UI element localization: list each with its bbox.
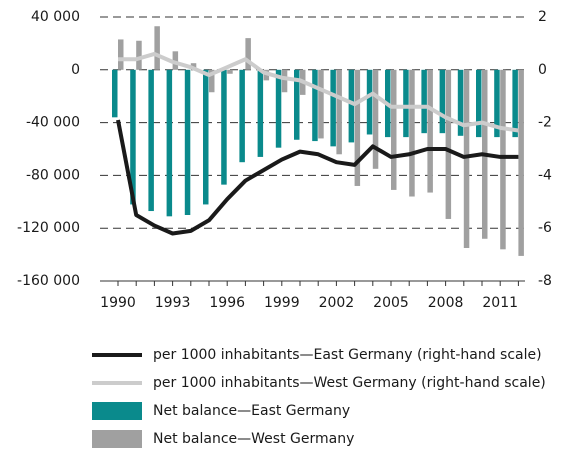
x-tick-label: 1996 xyxy=(209,295,245,311)
bar xyxy=(354,69,361,186)
bar xyxy=(445,69,452,219)
bar xyxy=(439,69,446,134)
x-tick-label: 2011 xyxy=(482,295,518,311)
legend-swatch xyxy=(92,402,142,420)
bar xyxy=(239,69,245,163)
y-tick-label: -40 000 xyxy=(26,115,80,131)
bar xyxy=(136,40,142,70)
x-tick-label: 2008 xyxy=(428,295,464,311)
bar xyxy=(512,69,518,138)
bar xyxy=(221,69,227,185)
y2-tick-label: 2 xyxy=(538,9,547,25)
y2-tick-label: -2 xyxy=(538,115,552,131)
x-tick-label: 2005 xyxy=(373,295,409,311)
bar xyxy=(330,69,336,147)
bar xyxy=(130,69,136,205)
bar xyxy=(294,69,300,140)
bar xyxy=(184,69,191,215)
bar xyxy=(209,69,215,93)
bar xyxy=(275,69,282,148)
bar xyxy=(172,51,179,70)
bar xyxy=(372,69,379,169)
y-tick-label: -80 000 xyxy=(26,167,80,183)
bar xyxy=(457,69,464,136)
bar xyxy=(421,69,427,134)
bar xyxy=(227,69,233,74)
y-tick-label: 0 xyxy=(71,62,80,78)
x-tick-label: 1993 xyxy=(155,295,191,311)
bar xyxy=(281,69,288,93)
bar xyxy=(348,69,355,143)
line xyxy=(116,119,519,236)
y2-tick-label: 0 xyxy=(538,62,547,78)
bar xyxy=(366,69,373,135)
bar xyxy=(318,69,324,139)
y-tick-label: -160 000 xyxy=(17,273,80,289)
y2-tick-label: -6 xyxy=(538,220,552,236)
legend-label: per 1000 inhabitants—West Germany (right… xyxy=(153,375,546,391)
legend-label: Net balance—West Germany xyxy=(153,431,354,447)
bar xyxy=(118,39,124,70)
bar xyxy=(476,69,482,138)
bar xyxy=(336,69,342,155)
bar xyxy=(494,69,500,138)
bar xyxy=(403,69,409,138)
y2-tick-label: -4 xyxy=(538,167,552,183)
bar xyxy=(312,69,318,142)
y-tick-label: 40 000 xyxy=(31,9,80,25)
bar xyxy=(391,69,397,190)
bar xyxy=(409,69,415,197)
bar xyxy=(203,69,209,205)
x-tick-label: 1999 xyxy=(264,295,300,311)
bar xyxy=(148,69,154,212)
y-tick-label: -120 000 xyxy=(17,220,80,236)
bar xyxy=(166,69,173,217)
legend-swatch xyxy=(92,430,142,448)
bar xyxy=(112,69,118,118)
bar xyxy=(427,69,433,193)
bar xyxy=(500,69,506,250)
x-tick-label: 1990 xyxy=(100,295,136,311)
line xyxy=(118,51,519,133)
legend-label: per 1000 inhabitants—East Germany (right… xyxy=(153,347,542,363)
bar xyxy=(463,69,470,248)
bar xyxy=(518,69,524,256)
bar xyxy=(245,38,251,70)
x-tick-label: 2002 xyxy=(319,295,355,311)
bar xyxy=(154,26,160,70)
y2-tick-label: -8 xyxy=(538,273,552,289)
legend-label: Net balance—East Germany xyxy=(153,403,350,419)
bar xyxy=(257,69,264,157)
